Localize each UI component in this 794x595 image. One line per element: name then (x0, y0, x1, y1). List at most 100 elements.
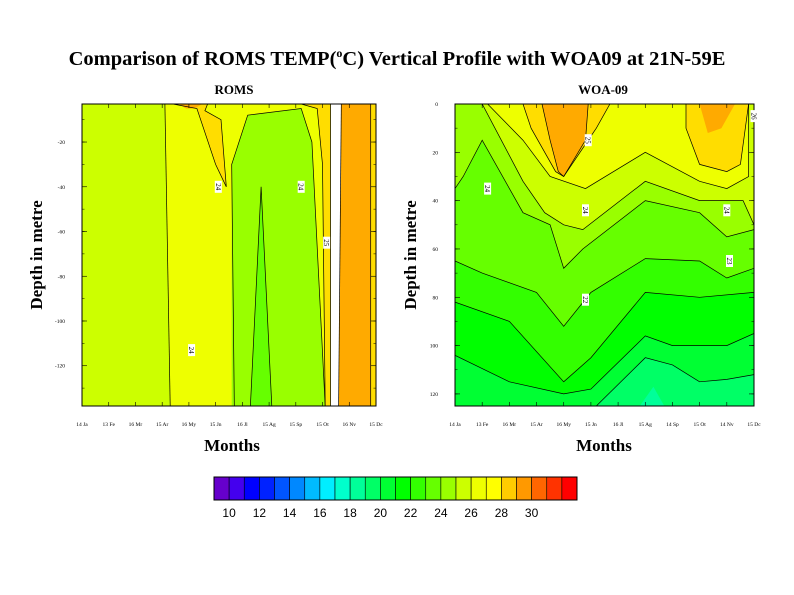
contour-label: 24 (297, 180, 305, 193)
x-tick-label: 15 Ot (693, 422, 706, 428)
contour-line (455, 258, 754, 327)
panel-title: WOA-09 (578, 82, 628, 97)
plot-frame (454, 103, 755, 407)
colorbar-swatch (470, 476, 487, 501)
panel-title: ROMS (215, 82, 254, 97)
contour-region (596, 357, 754, 406)
colorbar-tick-label: 28 (495, 506, 509, 520)
colorbar-swatch (243, 476, 260, 501)
contour-region (250, 186, 272, 406)
colorbar-swatch (228, 476, 245, 501)
contour-region (172, 104, 227, 187)
x-tick-label: 16 Jl (613, 422, 624, 428)
y-tick-label: 120 (430, 392, 439, 398)
contour-line (481, 104, 754, 230)
x-tick-label: 15 Ag (639, 422, 653, 428)
colorbar-swatch (380, 476, 396, 501)
colorbar-swatch (334, 476, 351, 501)
contour-region (338, 104, 371, 406)
contour-label: 26 (750, 110, 758, 123)
contour-region (639, 386, 665, 406)
colorbar-tick-label: 16 (313, 506, 327, 520)
contour-region (164, 104, 331, 406)
figure-title: Comparison of ROMS TEMP(oC) Vertical Pro… (0, 46, 794, 71)
panel-roms: 14 Ja 13 Fe 16 Mr 15 Ar 16 My 15 Jn 16 Jl 15 Ag… (27, 82, 383, 455)
x-tick-label: 15 Dc (747, 422, 761, 428)
x-tick-label: 15 Ar (530, 422, 543, 428)
degree-sup: o (336, 46, 343, 60)
svg-text:24: 24 (581, 207, 589, 215)
x-tick-label: 16 Mr (503, 422, 517, 428)
colorbar-tick-label: 18 (343, 506, 357, 520)
svg-text:24: 24 (187, 347, 195, 355)
x-tick-label: 13 Fe (476, 422, 489, 428)
contour-label: 25 (322, 236, 331, 249)
colorbar-tick-label: 24 (434, 506, 448, 520)
colorbar-swatch (349, 476, 366, 501)
contour-line (250, 186, 273, 406)
y-tick-label: 80 (433, 295, 439, 301)
contour-region (82, 104, 171, 406)
y-tick-label: 0 (435, 102, 438, 108)
colorbar: 10 12 14 16 18 20 22 24 26 28 30 (213, 476, 578, 520)
y-axis-label: Depth in metre (401, 200, 420, 310)
colorbar-swatch (531, 476, 548, 501)
colorbar-tick-label: 20 (374, 506, 388, 520)
contour-label: 25 (584, 134, 592, 147)
x-tick-label: 14 Nv (720, 422, 734, 428)
y-tick-label: -60 (58, 230, 66, 236)
contour-label: 23 (725, 255, 733, 267)
colorbar-swatch (440, 476, 457, 501)
x-tick-label: 15 Jn (585, 422, 597, 428)
panel-woa09: 14 Ja 13 Fe 16 Mr 15 Ar 16 My 15 Jn 16 Jl 15 Ag… (401, 82, 761, 455)
x-tick-label: 15 Sp (289, 422, 302, 428)
y-tick-label: -20 (58, 140, 66, 146)
contour-region (301, 104, 331, 406)
contour-label: 24 (187, 344, 196, 357)
contour-line (685, 104, 749, 172)
x-tick-label: 16 Mr (129, 422, 143, 428)
y-tick-label: -120 (55, 364, 65, 370)
y-tick-label: 40 (433, 199, 439, 205)
contour-label: 24 (722, 204, 731, 217)
contour-line (455, 333, 754, 395)
x-tick-label: 14 Ja (76, 422, 88, 428)
colorbar-swatch (289, 476, 306, 501)
svg-text:23: 23 (725, 258, 733, 266)
contour-label: 24 (214, 180, 222, 193)
x-axis-label: Months (204, 436, 260, 455)
colorbar-swatch (395, 476, 411, 501)
contour-lines (455, 104, 754, 406)
colorbar-swatch (485, 476, 502, 501)
colorbar-swatch (410, 476, 427, 501)
colorbar-swatch (501, 476, 517, 501)
contour-line (522, 104, 611, 177)
colorbar-swatch (364, 476, 381, 501)
svg-text:25: 25 (322, 239, 330, 247)
colorbar-tick-label: 12 (253, 506, 267, 520)
contour-line (338, 104, 342, 406)
x-tick-label: 14 Ja (449, 422, 461, 428)
colorbar-swatch (561, 476, 578, 501)
colorbar-swatch (425, 476, 442, 501)
y-tick-label: 60 (433, 247, 439, 253)
colorbar-swatch (259, 476, 275, 501)
contour-region (370, 104, 376, 406)
contour-region (699, 104, 735, 133)
colorbar-tick-label: 10 (222, 506, 236, 520)
colorbar-frame (213, 476, 578, 501)
contour-label: 24 (581, 204, 589, 217)
y-tick-label: -100 (55, 319, 65, 325)
contour-line (487, 104, 749, 189)
svg-text:24: 24 (483, 185, 491, 193)
contour-line (455, 139, 754, 269)
contour-fills (82, 104, 376, 406)
contour-region (231, 108, 326, 406)
x-tick-label: 16 My (556, 422, 571, 428)
contour-line (541, 104, 589, 178)
x-tick-label: 15 Ar (156, 422, 169, 428)
contour-line (301, 104, 326, 406)
colorbar-swatch (274, 476, 290, 501)
contour-line (164, 104, 171, 406)
